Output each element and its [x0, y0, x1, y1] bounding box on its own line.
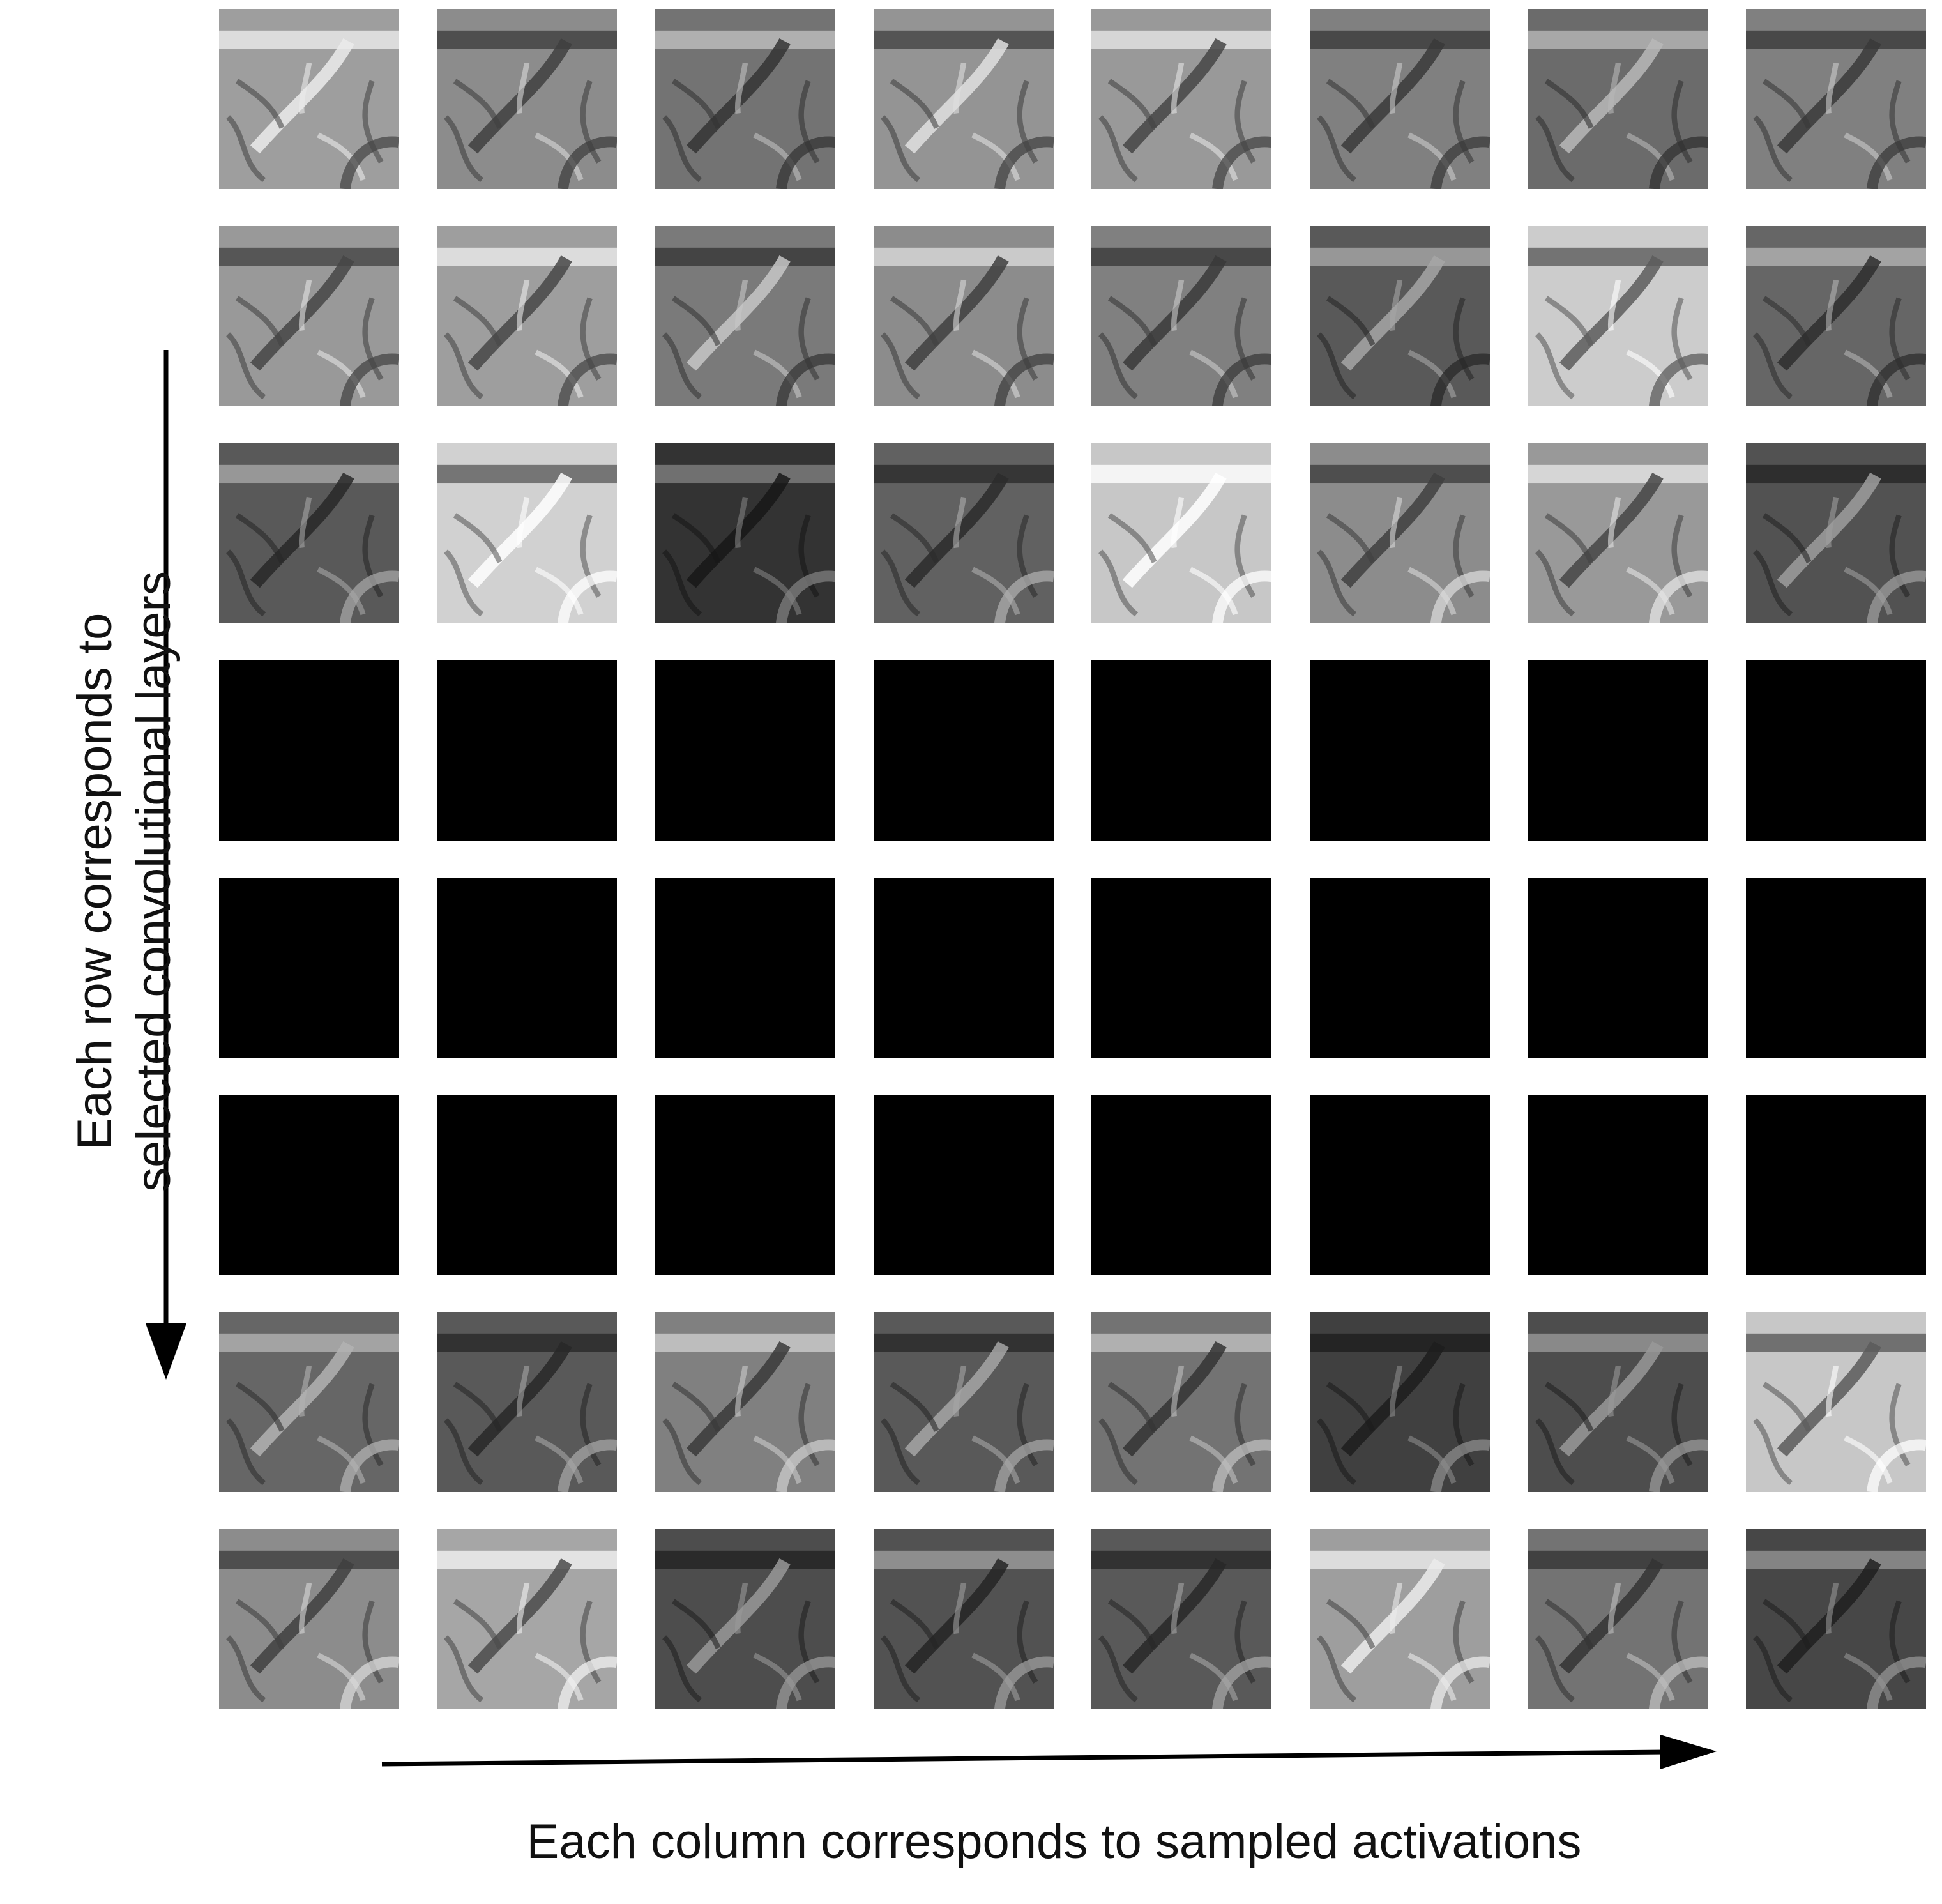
- activation-tile-r8-c4: [874, 1529, 1054, 1709]
- activation-tile-r5-c2: [437, 878, 617, 1058]
- row-axis-label-line-2: selected convolutional layers: [126, 571, 181, 1192]
- activation-tile-r8-c2: [437, 1529, 617, 1709]
- activation-tile-r5-c1: [219, 878, 399, 1058]
- activation-tile-r2-c5: [1091, 226, 1271, 406]
- activation-tile-r3-c4: [874, 443, 1054, 623]
- activation-tile-r8-c1: [219, 1529, 399, 1709]
- activation-tile-r6-c8: [1746, 1095, 1926, 1275]
- activation-tile-r5-c8: [1746, 878, 1926, 1058]
- activation-tile-r5-c5: [1091, 878, 1271, 1058]
- activation-tile-r4-c2: [437, 660, 617, 841]
- activation-tile-r4-c3: [655, 660, 835, 841]
- activation-tile-r1-c7: [1528, 9, 1708, 189]
- activation-tile-r3-c3: [655, 443, 835, 623]
- activation-tile-r3-c5: [1091, 443, 1271, 623]
- activation-tile-r7-c7: [1528, 1312, 1708, 1492]
- activation-tile-r4-c5: [1091, 660, 1271, 841]
- activation-tile-r7-c5: [1091, 1312, 1271, 1492]
- activation-tile-r7-c6: [1310, 1312, 1490, 1492]
- activation-tile-r3-c2: [437, 443, 617, 623]
- activation-tile-r1-c3: [655, 9, 835, 189]
- row-axis-label: Each row corresponds to selected convolu…: [66, 498, 183, 1265]
- activation-tile-r1-c6: [1310, 9, 1490, 189]
- activation-tile-r6-c3: [655, 1095, 835, 1275]
- activation-tile-r7-c8: [1746, 1312, 1926, 1492]
- activation-tile-r4-c1: [219, 660, 399, 841]
- activation-tile-r4-c6: [1310, 660, 1490, 841]
- activation-tile-r6-c1: [219, 1095, 399, 1275]
- activation-tile-r6-c5: [1091, 1095, 1271, 1275]
- activation-tile-r3-c6: [1310, 443, 1490, 623]
- activation-tile-r1-c8: [1746, 9, 1926, 189]
- activation-tile-r1-c1: [219, 9, 399, 189]
- activation-tile-r2-c1: [219, 226, 399, 406]
- activation-tile-r8-c3: [655, 1529, 835, 1709]
- activation-tile-r2-c4: [874, 226, 1054, 406]
- activation-tile-r4-c8: [1746, 660, 1926, 841]
- activation-tile-r4-c7: [1528, 660, 1708, 841]
- activation-tile-r1-c2: [437, 9, 617, 189]
- activation-tile-r5-c7: [1528, 878, 1708, 1058]
- activation-tile-r6-c7: [1528, 1095, 1708, 1275]
- activation-tile-r3-c7: [1528, 443, 1708, 623]
- activation-tile-r7-c3: [655, 1312, 835, 1492]
- activation-tile-r3-c1: [219, 443, 399, 623]
- activation-tile-r2-c7: [1528, 226, 1708, 406]
- activation-tile-r5-c3: [655, 878, 835, 1058]
- column-axis-label: Each column corresponds to sampled activ…: [526, 1815, 1582, 1869]
- activation-tile-r7-c1: [219, 1312, 399, 1492]
- activation-tile-r1-c4: [874, 9, 1054, 189]
- activation-tile-r6-c4: [874, 1095, 1054, 1275]
- activation-tile-r6-c2: [437, 1095, 617, 1275]
- activation-tile-r2-c2: [437, 226, 617, 406]
- activation-tile-r6-c6: [1310, 1095, 1490, 1275]
- activation-tile-r7-c4: [874, 1312, 1054, 1492]
- activation-tile-r4-c4: [874, 660, 1054, 841]
- activation-tile-r7-c2: [437, 1312, 617, 1492]
- activation-tile-r5-c4: [874, 878, 1054, 1058]
- activation-tile-r2-c6: [1310, 226, 1490, 406]
- activation-tile-r1-c5: [1091, 9, 1271, 189]
- activation-tile-r2-c3: [655, 226, 835, 406]
- activation-tile-r8-c6: [1310, 1529, 1490, 1709]
- activation-tile-r5-c6: [1310, 878, 1490, 1058]
- activation-tile-r8-c7: [1528, 1529, 1708, 1709]
- activation-tile-r8-c8: [1746, 1529, 1926, 1709]
- row-axis-label-line-1: Each row corresponds to: [68, 613, 122, 1150]
- activation-tile-r8-c5: [1091, 1529, 1271, 1709]
- activation-tile-r3-c8: [1746, 443, 1926, 623]
- activation-tile-r2-c8: [1746, 226, 1926, 406]
